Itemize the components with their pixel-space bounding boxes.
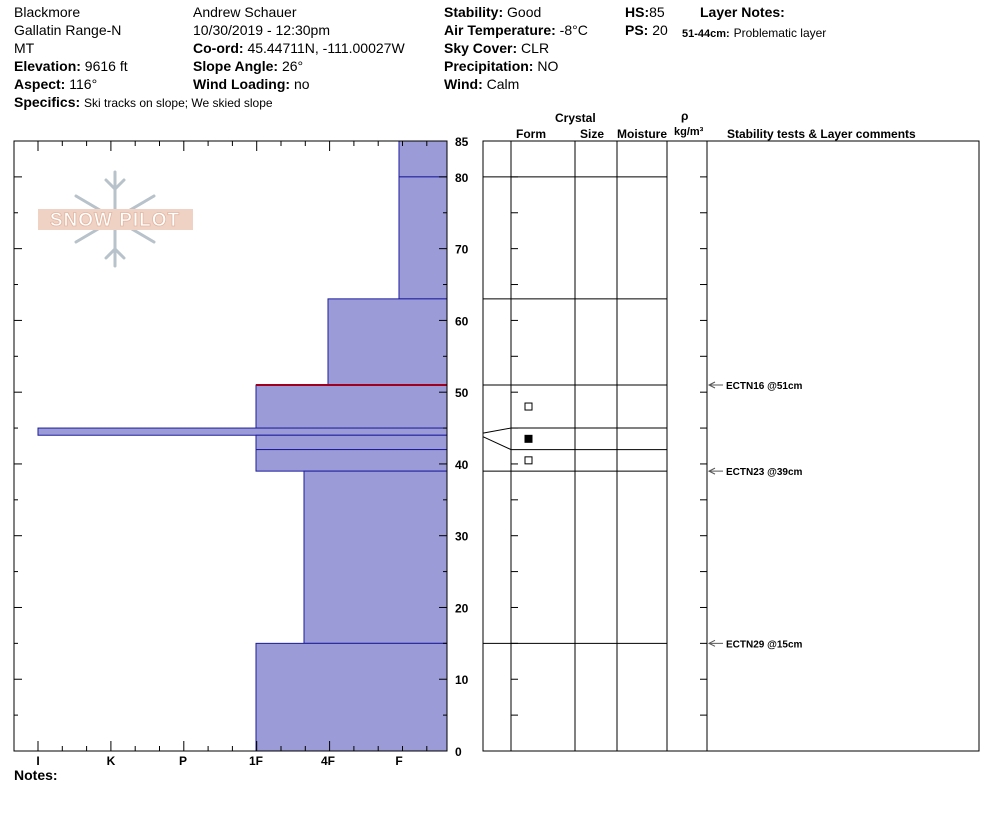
- stability-comments-header: Stability tests & Layer comments: [727, 127, 916, 141]
- hardness-plot-frame: [13, 140, 448, 752]
- depth-tick-label: 30: [455, 530, 469, 544]
- hardness-layer: [398, 140, 448, 178]
- layer-note-range: 51-44cm:: [682, 28, 730, 40]
- sky-cover: Sky Cover: CLR: [444, 40, 549, 56]
- logo-text: SNOW PILOT: [50, 210, 180, 231]
- wind-loading-label: Wind Loading:: [193, 76, 291, 92]
- observation-datetime: 10/30/2019 - 12:30pm: [193, 22, 330, 38]
- hardness-label: I: [36, 754, 39, 768]
- hardness-label: K: [107, 754, 116, 768]
- form-header: Form: [516, 127, 546, 141]
- crystal-form-marker: [524, 434, 533, 443]
- hardness-layer: [255, 434, 448, 451]
- test-arrowhead: [707, 381, 716, 389]
- coordinates: Co-ord: 45.44711N, -111.00027W: [193, 40, 405, 56]
- air-temperature: Air Temperature: -8°C: [444, 22, 588, 38]
- specifics-label: Specifics:: [14, 94, 81, 110]
- depth-tick-label: 10: [455, 673, 469, 687]
- depth-tick-label: 80: [455, 171, 469, 185]
- elevation-label: Elevation:: [14, 58, 81, 74]
- slope-angle: Slope Angle: 26°: [193, 58, 303, 74]
- test-arrowhead: [707, 467, 716, 475]
- hardness-layer: [37, 427, 448, 436]
- slope-label: Slope Angle:: [193, 58, 279, 74]
- stability-label: Stability:: [444, 4, 504, 20]
- state-name: MT: [14, 40, 35, 56]
- hardness-label: P: [179, 754, 187, 768]
- hardness-layer: [255, 642, 448, 752]
- stability-test-label: ECTN29 @15cm: [726, 639, 803, 650]
- notes-label: Notes:: [14, 767, 58, 783]
- wind: Wind: Calm: [444, 76, 519, 92]
- depth-tick-label: 85: [455, 135, 469, 149]
- coord-value: 45.44711N, -111.00027W: [247, 40, 405, 56]
- moisture-header: Moisture: [617, 127, 668, 141]
- depth-tick-label: 20: [455, 601, 469, 615]
- site-name: Blackmore: [14, 4, 81, 20]
- observer-name: Andrew Schauer: [193, 4, 297, 20]
- layer-table-frame: [482, 140, 980, 752]
- layer-note-text: Problematic layer: [733, 26, 827, 40]
- hardness-layer: [303, 470, 448, 644]
- hs-value: 85: [649, 4, 665, 20]
- hardness-label: 4F: [321, 754, 335, 768]
- hardness-label: 1F: [249, 754, 263, 768]
- aspect-label: Aspect:: [14, 76, 66, 92]
- hs: HS:85: [625, 4, 665, 20]
- wind-loading: Wind Loading: no: [193, 76, 310, 92]
- layer-note: 51-44cm: Problematic layer: [682, 24, 826, 42]
- hardness-label: F: [395, 754, 402, 768]
- depth-tick-label: 50: [455, 386, 469, 400]
- specifics-value: Ski tracks on slope; We skied slope: [84, 96, 273, 110]
- depth-tick-label: 40: [455, 458, 469, 472]
- hs-label: HS:: [625, 4, 650, 20]
- aspect: Aspect: 116°: [14, 76, 97, 92]
- elevation: Elevation: 9616 ft: [14, 58, 128, 74]
- hardness-layer: [255, 384, 448, 429]
- specifics: Specifics: Ski tracks on slope; We skied…: [14, 94, 273, 111]
- precipitation: Precipitation: NO: [444, 58, 558, 74]
- elevation-value: 9616 ft: [84, 58, 128, 74]
- hardness-layer: [255, 449, 448, 472]
- layer-boundary: [482, 436, 667, 451]
- wind-loading-value: no: [293, 76, 310, 92]
- stability: Stability: Good: [444, 4, 541, 20]
- wind-label: Wind:: [444, 76, 483, 92]
- hardness-layer: [398, 176, 448, 300]
- ps: PS: 20: [625, 22, 668, 38]
- crystal-form-marker: [524, 456, 533, 465]
- range-name: Gallatin Range-N: [14, 22, 122, 38]
- sky-label: Sky Cover:: [444, 40, 518, 56]
- depth-tick-label: 0: [455, 745, 462, 759]
- ps-value: 20: [652, 22, 668, 38]
- aspect-value: 116°: [69, 76, 98, 92]
- snowpilot-logo: SNOW PILOT: [38, 170, 193, 268]
- depth-tick-label: 70: [455, 243, 469, 257]
- air-temp-label: Air Temperature:: [444, 22, 556, 38]
- precip-label: Precipitation:: [444, 58, 534, 74]
- coord-label: Co-ord:: [193, 40, 244, 56]
- density-symbol: ρ: [681, 109, 689, 123]
- density-unit: kg/m³: [674, 126, 704, 138]
- layer-notes-label: Layer Notes:: [700, 4, 785, 20]
- slope-value: 26°: [281, 58, 304, 74]
- precip-value: NO: [537, 58, 559, 74]
- size-header: Size: [580, 127, 605, 141]
- sky-value: CLR: [521, 40, 550, 56]
- ps-label: PS:: [625, 22, 649, 38]
- stability-value: Good: [507, 4, 542, 20]
- logo-banner: [38, 209, 193, 230]
- air-temp-value: -8°C: [559, 22, 588, 38]
- test-arrowhead: [707, 639, 716, 647]
- stability-test-label: ECTN23 @39cm: [726, 467, 803, 478]
- wind-value: Calm: [486, 76, 520, 92]
- crystal-form-marker: [524, 402, 533, 411]
- hardness-layer: [327, 298, 448, 386]
- stability-test-label: ECTN16 @51cm: [726, 381, 803, 392]
- depth-tick-label: 60: [455, 314, 469, 328]
- crystal-header: Crystal: [555, 111, 596, 125]
